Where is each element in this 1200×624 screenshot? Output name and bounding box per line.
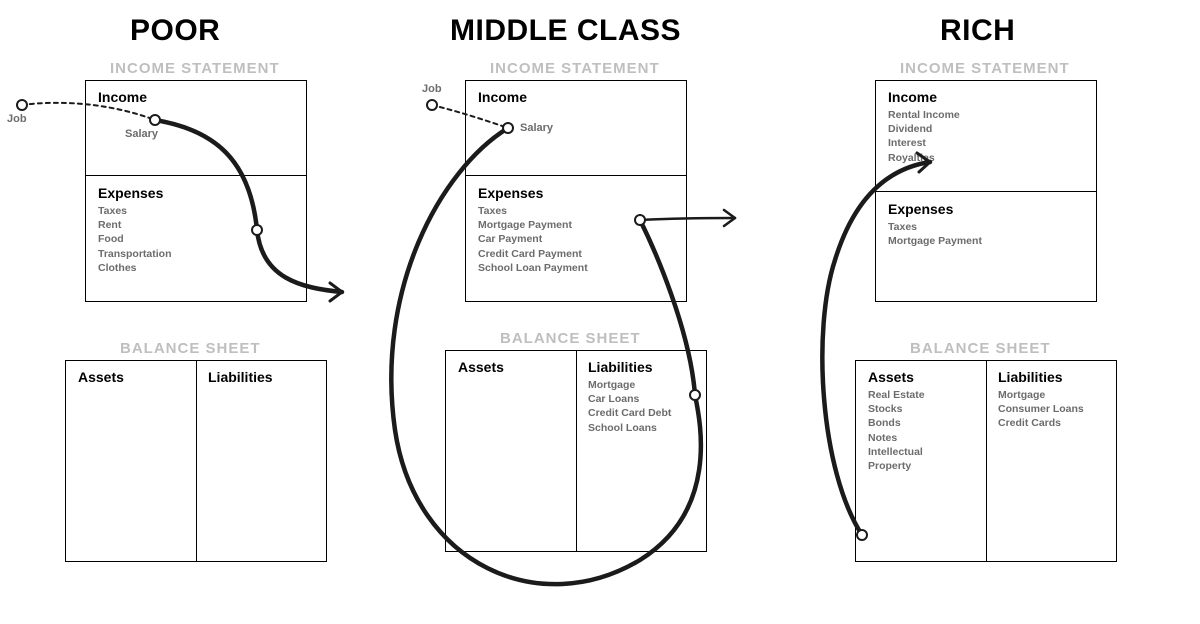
expenses-list-poor: TaxesRentFoodTransportationClothes	[98, 204, 294, 275]
box-income-statement-poor: Income Expenses TaxesRentFoodTransportat…	[85, 80, 307, 302]
list-item: Rent	[98, 218, 294, 232]
list-item: Car Loans	[588, 392, 694, 406]
title-rich: RICH	[940, 14, 1015, 48]
label-job-middle: Job	[422, 83, 442, 95]
list-item: Taxes	[888, 220, 1084, 234]
label-income-statement-middle: INCOME STATEMENT	[490, 60, 660, 77]
header-income: Income	[98, 89, 294, 105]
list-item: Credit Card Debt	[588, 406, 694, 420]
divider	[86, 175, 306, 176]
header-assets: Assets	[868, 369, 998, 385]
list-item: Transportation	[98, 247, 294, 261]
list-item: Royalties	[888, 151, 1084, 165]
box-balance-sheet-rich: Assets Real EstateStocksBondsNotesIntell…	[855, 360, 1117, 562]
cell-expenses-poor: Expenses TaxesRentFoodTransportationClot…	[86, 177, 306, 283]
header-income: Income	[478, 89, 674, 105]
label-income-statement-rich: INCOME STATEMENT	[900, 60, 1070, 77]
label-salary-poor: Salary	[125, 128, 158, 140]
list-item: Taxes	[478, 204, 674, 218]
list-item: Mortgage Payment	[478, 218, 674, 232]
list-item: Notes	[868, 431, 998, 445]
box-balance-sheet-middle: Assets Liabilities MortgageCar LoansCred…	[445, 350, 707, 552]
list-item: Credit Cards	[998, 416, 1104, 430]
title-middle: MIDDLE CLASS	[450, 14, 681, 48]
divider	[466, 175, 686, 176]
header-expenses: Expenses	[888, 201, 1084, 217]
label-salary-middle: Salary	[520, 122, 553, 134]
header-assets: Assets	[458, 359, 588, 375]
list-item: Stocks	[868, 402, 998, 416]
label-job-poor: Job	[7, 113, 27, 125]
header-liabilities: Liabilities	[208, 369, 314, 385]
list-item: Credit Card Payment	[478, 247, 674, 261]
list-item: Interest	[888, 136, 1084, 150]
list-item: Mortgage	[998, 388, 1104, 402]
income-list-rich: Rental IncomeDividendInterestRoyalties	[888, 108, 1084, 165]
label-balance-sheet-poor: BALANCE SHEET	[120, 340, 261, 357]
list-item: Clothes	[98, 261, 294, 275]
cell-liabilities-poor: Liabilities	[196, 361, 326, 396]
list-item: Bonds	[868, 416, 998, 430]
box-balance-sheet-poor: Assets Liabilities	[65, 360, 327, 562]
box-income-statement-middle: Income Expenses TaxesMortgage PaymentCar…	[465, 80, 687, 302]
cell-income-middle: Income	[466, 81, 686, 116]
label-income-statement-poor: INCOME STATEMENT	[110, 60, 280, 77]
cell-expenses-rich: Expenses TaxesMortgage Payment	[876, 193, 1096, 256]
cell-expenses-middle: Expenses TaxesMortgage PaymentCar Paymen…	[466, 177, 686, 283]
list-item: Real Estate	[868, 388, 998, 402]
liabilities-list-rich: MortgageConsumer LoansCredit Cards	[998, 388, 1104, 431]
list-item: Dividend	[888, 122, 1084, 136]
divider	[876, 191, 1096, 192]
cell-income-poor: Income	[86, 81, 306, 116]
list-item: Property	[868, 459, 998, 473]
list-item: Consumer Loans	[998, 402, 1104, 416]
list-item: Food	[98, 232, 294, 246]
label-balance-sheet-rich: BALANCE SHEET	[910, 340, 1051, 357]
header-assets: Assets	[78, 369, 208, 385]
list-item: Mortgage	[588, 378, 694, 392]
header-expenses: Expenses	[478, 185, 674, 201]
liabilities-list-middle: MortgageCar LoansCredit Card DebtSchool …	[588, 378, 694, 435]
cell-liabilities-middle: Liabilities MortgageCar LoansCredit Card…	[576, 351, 706, 443]
list-item: Taxes	[98, 204, 294, 218]
label-balance-sheet-middle: BALANCE SHEET	[500, 330, 641, 347]
expenses-list-middle: TaxesMortgage PaymentCar PaymentCredit C…	[478, 204, 674, 275]
list-item: School Loan Payment	[478, 261, 674, 275]
title-poor: POOR	[130, 14, 220, 48]
cashflow-diagram: POOR MIDDLE CLASS RICH INCOME STATEMENT …	[0, 0, 1200, 624]
cell-income-rich: Income Rental IncomeDividendInterestRoya…	[876, 81, 1096, 173]
header-income: Income	[888, 89, 1084, 105]
box-income-statement-rich: Income Rental IncomeDividendInterestRoya…	[875, 80, 1097, 302]
list-item: Car Payment	[478, 232, 674, 246]
list-item: Mortgage Payment	[888, 234, 1084, 248]
list-item: Rental Income	[888, 108, 1084, 122]
header-liabilities: Liabilities	[998, 369, 1104, 385]
assets-list-rich: Real EstateStocksBondsNotesIntellectualP…	[868, 388, 998, 473]
header-liabilities: Liabilities	[588, 359, 694, 375]
list-item: Intellectual	[868, 445, 998, 459]
list-item: School Loans	[588, 421, 694, 435]
header-expenses: Expenses	[98, 185, 294, 201]
expenses-list-rich: TaxesMortgage Payment	[888, 220, 1084, 248]
cell-liabilities-rich: Liabilities MortgageConsumer LoansCredit…	[986, 361, 1116, 439]
